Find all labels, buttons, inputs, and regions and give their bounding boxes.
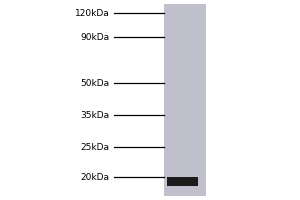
Bar [164,4,206,196]
Text: 35kDa: 35kDa [80,110,110,119]
Text: 50kDa: 50kDa [80,78,110,88]
Bar [167,176,198,186]
Text: 90kDa: 90kDa [80,32,110,42]
Text: 25kDa: 25kDa [80,142,110,152]
Text: 20kDa: 20kDa [80,172,110,182]
Text: 120kDa: 120kDa [75,8,110,18]
